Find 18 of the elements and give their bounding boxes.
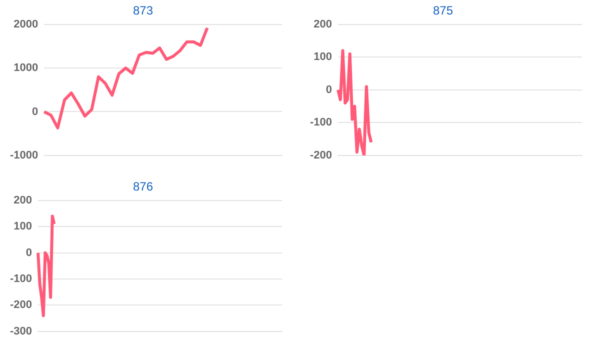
y-tick-label: -100 [310, 116, 332, 129]
y-tick-label: 2000 [14, 18, 38, 30]
y-tick-label: -200 [10, 299, 32, 312]
chart-title: 873 [132, 4, 154, 18]
y-tick-label: -100 [10, 273, 32, 286]
y-tick-label: -300 [10, 325, 32, 338]
y-tick-label: 100 [314, 51, 332, 64]
y-tick-label: 1000 [14, 62, 38, 74]
y-tick-label: 0 [32, 106, 38, 118]
y-tick-label: 200 [14, 194, 32, 206]
y-tick-label: -200 [310, 149, 332, 162]
y-tick-label: -1000 [10, 149, 38, 162]
y-tick-label: 0 [26, 246, 32, 259]
y-tick-label: 200 [314, 18, 332, 30]
y-tick-label: 100 [14, 220, 32, 233]
chart-title: 875 [432, 4, 454, 18]
chart-title: 876 [132, 180, 154, 194]
y-tick-label: 0 [326, 84, 332, 96]
